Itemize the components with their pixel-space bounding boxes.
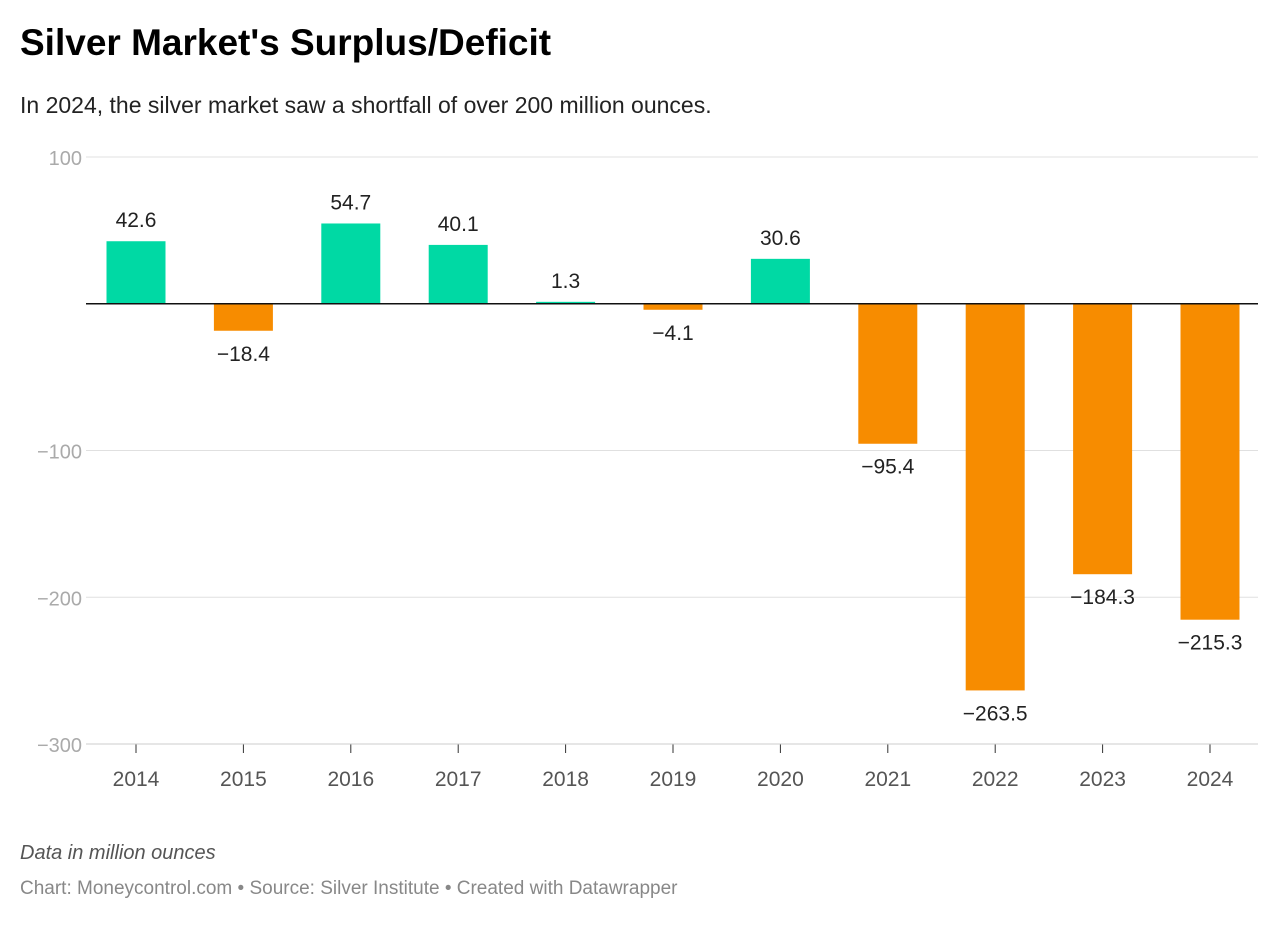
chart-title: Silver Market's Surplus/Deficit [20, 22, 552, 63]
y-tick-label: 100 [49, 148, 82, 170]
data-label: 1.3 [551, 270, 580, 293]
y-tick-label: −100 [37, 442, 82, 464]
bar-2022 [965, 303, 1025, 691]
bar-2023 [1073, 303, 1133, 575]
data-label: −4.1 [652, 322, 693, 345]
chart-source: Chart: Moneycontrol.com • Source: Silver… [20, 878, 678, 899]
data-label: −184.3 [1070, 586, 1135, 609]
x-tick-label: 2017 [435, 768, 482, 791]
chart-note: Data in million ounces [20, 842, 216, 864]
bar-2018 [536, 301, 596, 304]
bar-2024 [1180, 303, 1240, 620]
y-tick-label: −200 [37, 588, 82, 610]
y-tick-label: −300 [37, 735, 82, 757]
data-label: −215.3 [1178, 632, 1243, 655]
x-tick-label: 2014 [113, 768, 160, 791]
data-label: 54.7 [330, 191, 371, 214]
bar-2019 [643, 303, 703, 310]
bar-2015 [213, 303, 273, 331]
bar-2016 [321, 223, 381, 304]
data-label: −263.5 [963, 702, 1028, 725]
bar-2014 [106, 241, 166, 304]
bar-2021 [858, 303, 918, 444]
x-tick-label: 2018 [542, 768, 589, 791]
x-tick-label: 2024 [1187, 768, 1234, 791]
x-tick-label: 2021 [864, 768, 911, 791]
bar-2017 [428, 244, 488, 304]
data-label: −95.4 [861, 456, 914, 479]
bar-chart: 100 −100 −200 −300 42.6 2014 −18.4 2015 54.7 2016… [37, 148, 1258, 791]
x-tick-label: 2023 [1079, 768, 1126, 791]
data-label: 40.1 [438, 213, 479, 236]
x-tick-label: 2015 [220, 768, 267, 791]
data-label: 42.6 [116, 209, 157, 232]
chart-subtitle: In 2024, the silver market saw a shortfa… [20, 92, 712, 118]
x-tick-label: 2020 [757, 768, 804, 791]
x-tick-label: 2019 [650, 768, 697, 791]
x-tick-label: 2016 [327, 768, 374, 791]
data-label: −18.4 [217, 343, 270, 366]
x-tick-label: 2022 [972, 768, 1019, 791]
data-label: 30.6 [760, 227, 801, 250]
bar-2020 [750, 258, 810, 304]
